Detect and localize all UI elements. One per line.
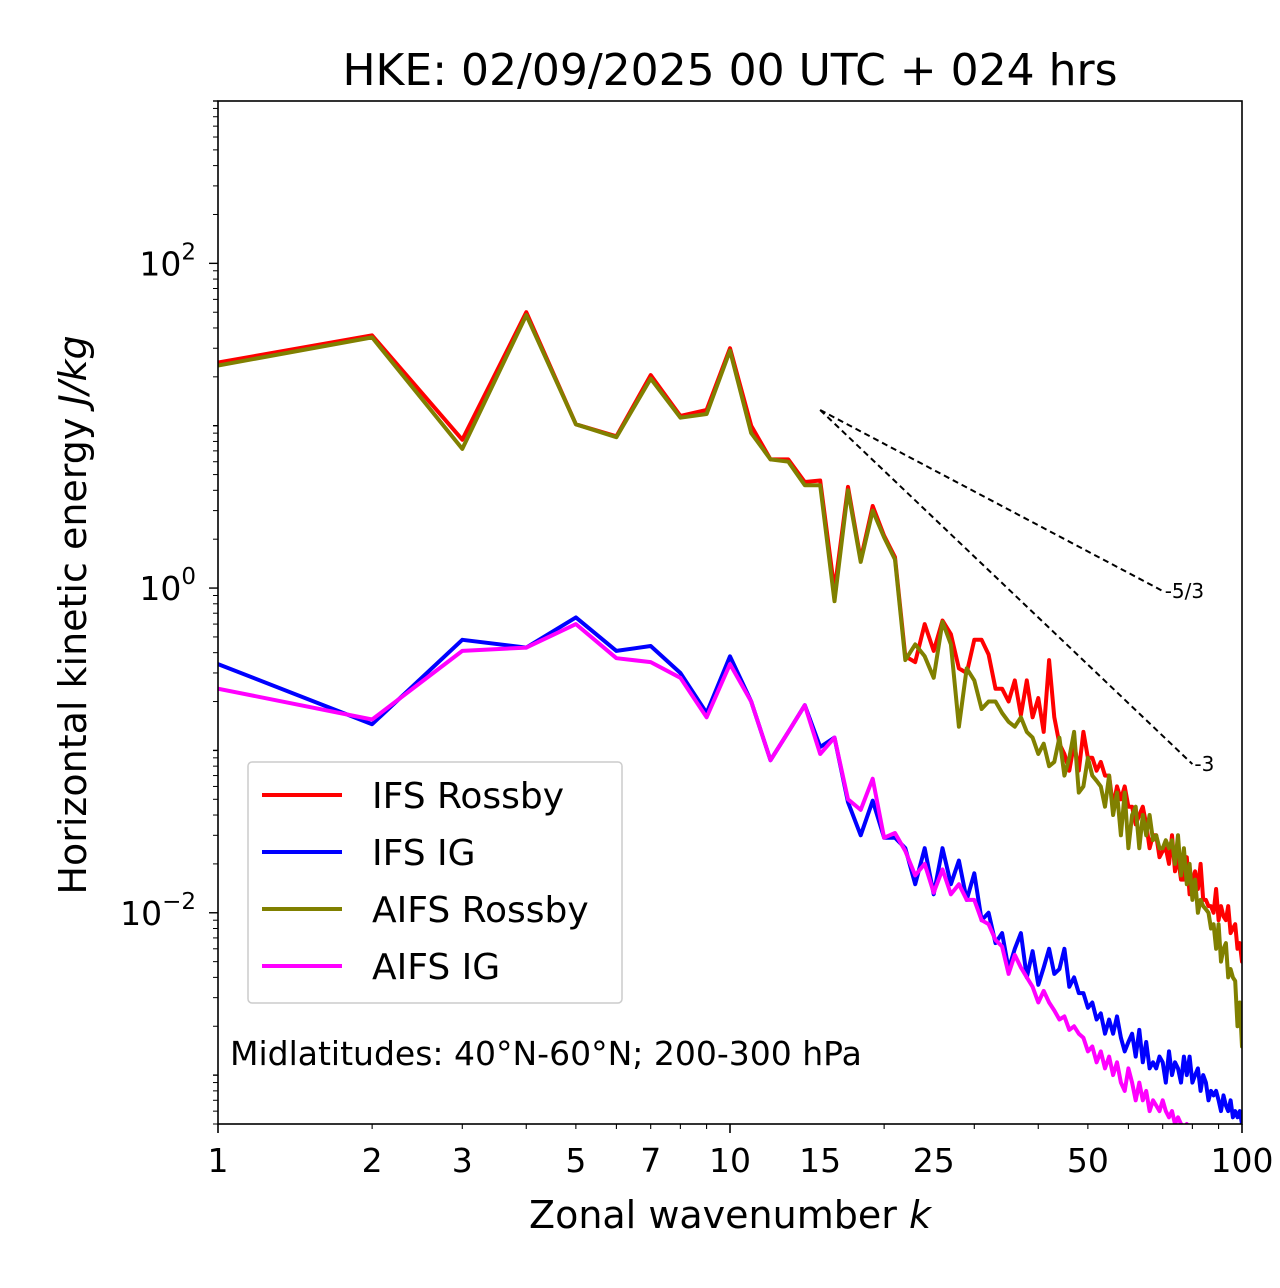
legend-label-ifs-rossby: IFS Rossby (372, 776, 564, 817)
legend-label-aifs-ig: AIFS IG (372, 947, 500, 988)
x-tick-label: 10 (709, 1141, 751, 1180)
y-axis: 10−2 100 102 (120, 100, 218, 1125)
series-layer (218, 310, 1242, 1124)
legend: IFS Rossby IFS IG AIFS Rossby AIFS IG (247, 761, 623, 1004)
x-axis-label-text: Zonal wavenumber (529, 1193, 909, 1237)
y-axis-label: Horizontal kinetic energy J/kg (51, 335, 95, 894)
x-tick-label: 15 (799, 1141, 841, 1180)
region-annotation: Midlatitudes: 40°N-60°N; 200-300 hPa (230, 1034, 862, 1073)
legend-box (247, 761, 623, 1004)
x-tick-label: 5 (565, 1141, 586, 1180)
reference-slope-line (819, 409, 1194, 765)
reference-slope-label: -3 (1194, 752, 1214, 776)
x-axis-label-symbol: k (909, 1193, 933, 1237)
reference-slopes: -5/3 -3 (819, 409, 1214, 776)
reference-slope-label: -5/3 (1165, 579, 1204, 603)
y-tick-label: 10−2 (120, 889, 196, 933)
x-tick-label: 3 (452, 1141, 473, 1180)
x-tick-label: 7 (640, 1141, 661, 1180)
x-tick-label: 25 (913, 1141, 955, 1180)
series-line-aifs-rossby (218, 313, 1242, 1049)
x-axis: 1 2 3 5 7 10 15 25 50 100 (208, 1124, 1274, 1180)
y-tick-label: 102 (139, 239, 196, 283)
x-tick-label: 2 (362, 1141, 383, 1180)
x-axis-label: Zonal wavenumber k (529, 1193, 933, 1237)
legend-label-aifs-rossby: AIFS Rossby (372, 890, 589, 931)
x-tick-label: 50 (1067, 1141, 1109, 1180)
chart-title: HKE: 02/09/2025 00 UTC + 024 hrs (342, 45, 1117, 96)
x-tick-label: 100 (1211, 1141, 1274, 1180)
series-line-ifs-ig (218, 615, 1242, 1124)
series-line-aifs-ig (218, 622, 1189, 1124)
legend-label-ifs-ig: IFS IG (372, 833, 476, 874)
y-tick-label: 100 (139, 564, 196, 608)
y-axis-label-text: Horizontal kinetic energy (51, 406, 95, 895)
reference-slope-line (819, 409, 1164, 592)
x-tick-label: 1 (208, 1141, 229, 1180)
y-axis-label-unit: J/kg (51, 335, 95, 412)
